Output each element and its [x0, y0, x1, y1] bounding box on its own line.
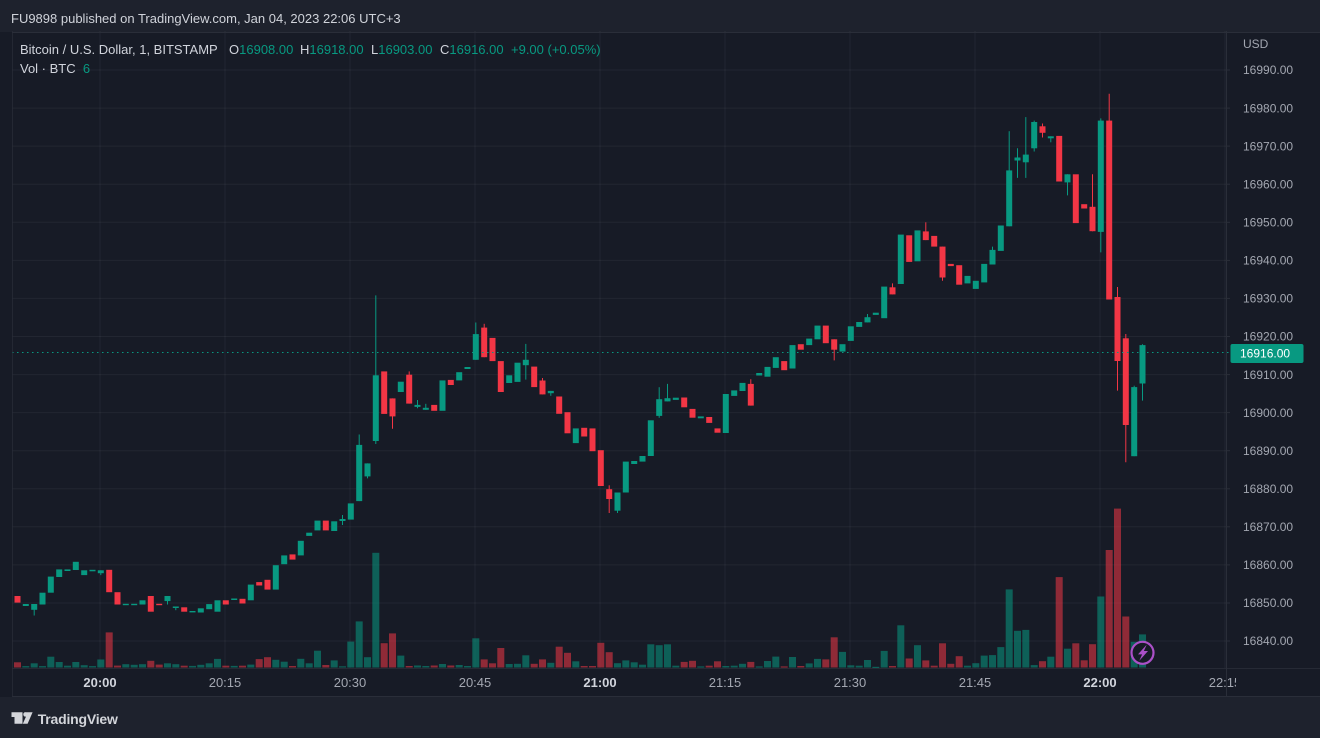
svg-text:16920.00: 16920.00 [1243, 330, 1293, 344]
svg-text:20:15: 20:15 [209, 675, 242, 690]
svg-text:16940.00: 16940.00 [1243, 254, 1293, 268]
svg-text:16990.00: 16990.00 [1243, 63, 1293, 77]
svg-text:22:00: 22:00 [1083, 675, 1116, 690]
svg-text:16980.00: 16980.00 [1243, 101, 1293, 115]
svg-text:21:15: 21:15 [709, 675, 742, 690]
svg-text:16910.00: 16910.00 [1243, 368, 1293, 382]
svg-text:22:15: 22:15 [1209, 675, 1242, 690]
svg-text:TradingView: TradingView [38, 711, 118, 727]
svg-text:16850.00: 16850.00 [1243, 596, 1293, 610]
svg-text:16860.00: 16860.00 [1243, 558, 1293, 572]
svg-text:16960.00: 16960.00 [1243, 177, 1293, 191]
svg-text:20:30: 20:30 [334, 675, 367, 690]
svg-text:16916.00: 16916.00 [1240, 347, 1290, 361]
svg-text:20:45: 20:45 [459, 675, 492, 690]
svg-text:16950.00: 16950.00 [1243, 216, 1293, 230]
svg-text:21:30: 21:30 [834, 675, 867, 690]
svg-text:16900.00: 16900.00 [1243, 406, 1293, 420]
svg-text:21:45: 21:45 [959, 675, 992, 690]
svg-text:21:00: 21:00 [583, 675, 616, 690]
svg-text:16840.00: 16840.00 [1243, 634, 1293, 648]
svg-text:16930.00: 16930.00 [1243, 292, 1293, 306]
svg-text:16890.00: 16890.00 [1243, 444, 1293, 458]
svg-text:16880.00: 16880.00 [1243, 482, 1293, 496]
svg-text:20:00: 20:00 [83, 675, 116, 690]
svg-text:16970.00: 16970.00 [1243, 139, 1293, 153]
svg-text:16870.00: 16870.00 [1243, 520, 1293, 534]
svg-text:USD: USD [1243, 37, 1269, 51]
